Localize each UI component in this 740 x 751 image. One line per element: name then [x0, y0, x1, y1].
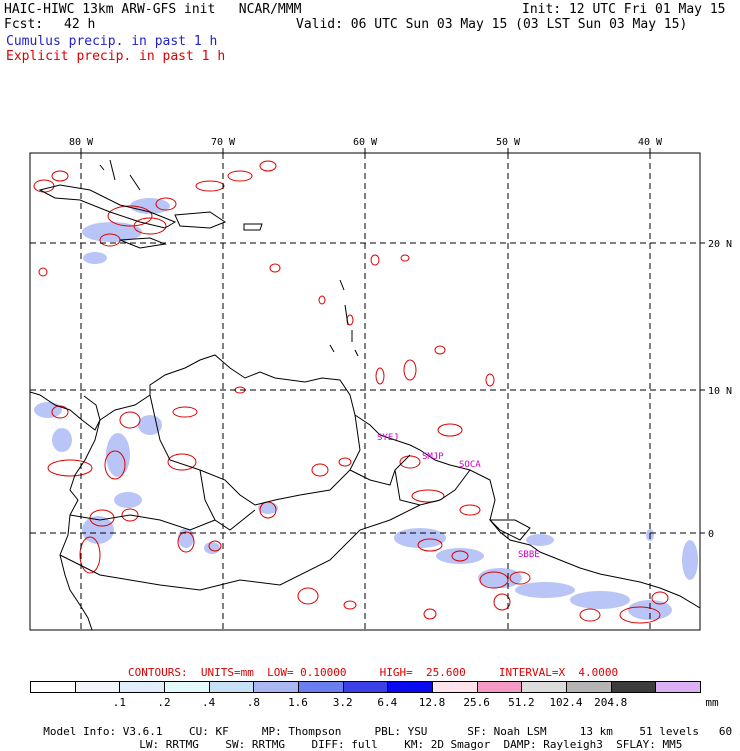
colorbar-tick-label: .8 — [246, 696, 260, 709]
colorbar-box — [208, 681, 255, 693]
colorbar-box — [476, 681, 523, 693]
colorbar-tick-label: 12.8 — [418, 696, 446, 709]
station-syej: SYEJ — [377, 433, 399, 443]
resolution: 13 km — [579, 725, 613, 738]
colorbar-tick-label: 204.8 — [594, 696, 628, 709]
contours-info: CONTOURS: UNITS=mm LOW= 0.10000 HIGH= 25… — [128, 666, 619, 679]
colorbar-box — [387, 681, 433, 693]
cu-scheme: CU: KF — [188, 725, 229, 738]
explicit-precip-contours — [33, 160, 669, 624]
valid-time: Valid: 06 UTC Sun 03 May 15 (03 LST Sun … — [296, 17, 688, 32]
colorbar-tick-label: 102.4 — [549, 696, 583, 709]
colorbar-box — [342, 681, 389, 693]
colorbar-unit: mm — [705, 696, 719, 709]
mp-scheme: MP: Thompson — [261, 725, 342, 738]
colorbar-box — [566, 681, 612, 693]
lat-lon-grid — [30, 153, 700, 630]
colorbar-tick-label: .4 — [202, 696, 216, 709]
colorbar-tick-label: 25.6 — [463, 696, 490, 709]
colorbar-box — [655, 681, 701, 693]
colorbar-tick-label: 1.6 — [288, 696, 308, 709]
colorbar-box — [74, 681, 121, 693]
lat-label-0: 0 — [708, 529, 714, 540]
colorbar-box — [119, 681, 165, 693]
colorbar-tick-label: .1 — [112, 696, 126, 709]
forecast-hour: 42 h — [64, 17, 96, 32]
station-soca: SOCA — [459, 460, 481, 470]
colorbar-box — [432, 681, 478, 693]
colorbar-box — [30, 681, 76, 693]
lat-label-20n: 20 N — [708, 239, 732, 250]
colorbar-box — [610, 681, 657, 693]
colorbar-tick-label: 51.2 — [508, 696, 535, 709]
colorbar-tick-label: 3.2 — [332, 696, 353, 709]
init-time: Init: 12 UTC Fri 01 May 15 — [522, 2, 726, 17]
colorbar-tick-label: .2 — [157, 696, 171, 709]
lon-label-70w: 70 W — [211, 137, 236, 148]
model-version: Model Info: V3.6.1 — [43, 725, 163, 738]
colorbar-tick-label: 6.4 — [377, 696, 398, 709]
model-info-line2: LW: RRTMG SW: RRTMG DIFF: full KM: 2D Sm… — [126, 725, 682, 751]
coastlines — [30, 159, 700, 630]
colorbar-box — [521, 681, 567, 693]
cumulus-precip-label: Cumulus precip. in past 1 h — [6, 34, 218, 49]
levels: 51 levels — [639, 725, 700, 738]
colorbar-box — [164, 681, 210, 693]
lon-label-60w: 60 W — [353, 137, 378, 148]
forecast-label: Fcst: — [4, 17, 44, 32]
lon-label-50w: 50 W — [496, 137, 521, 148]
sf-scheme: SF: Noah LSM — [467, 725, 547, 738]
model-info-line1: Model Info: V3.6.1 CU: KF MP: Thompson P… — [30, 712, 740, 738]
colorbar-box — [298, 681, 344, 693]
station-sbbe: SBBE — [518, 550, 540, 560]
lon-label-80w: 80 W — [69, 137, 94, 148]
header-title: HAIC-HIWC 13km ARW-GFS init NCAR/MMM — [4, 2, 302, 17]
timestep: 60 sec — [718, 725, 740, 738]
pbl-scheme: PBL: YSU — [374, 725, 428, 738]
explicit-precip-label: Explicit precip. in past 1 h — [6, 49, 226, 64]
cumulus-precip-areas — [34, 198, 698, 620]
colorbar-box — [253, 681, 299, 693]
lon-label-40w: 40 W — [638, 137, 663, 148]
lat-label-10n: 10 N — [708, 386, 732, 397]
station-smjp: SMJP — [422, 452, 444, 462]
